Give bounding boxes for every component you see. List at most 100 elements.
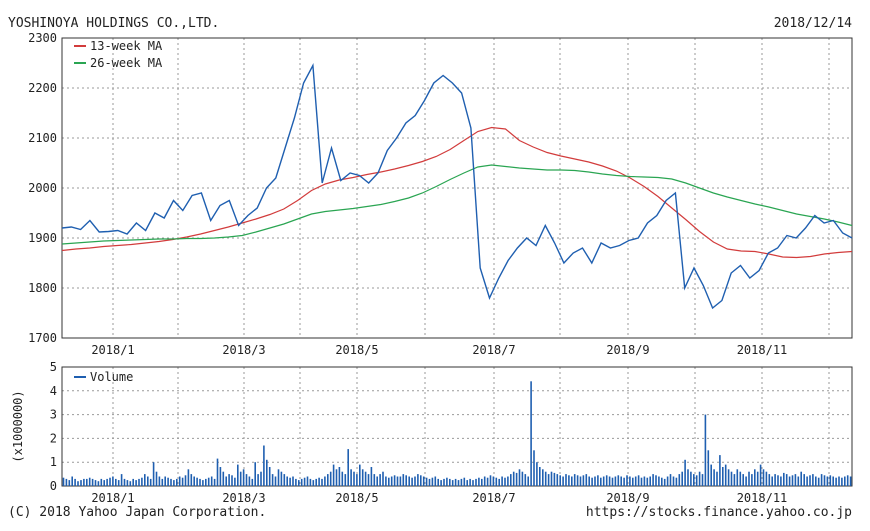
volume-bar bbox=[771, 476, 773, 486]
volume-bar bbox=[571, 476, 573, 486]
volume-bar bbox=[794, 474, 797, 486]
volume-bar bbox=[481, 478, 483, 486]
volume-bar bbox=[815, 476, 817, 486]
volume-bar bbox=[167, 477, 169, 486]
volume-bar bbox=[341, 471, 344, 486]
volume-bar bbox=[411, 477, 413, 486]
volume-bar bbox=[268, 467, 271, 486]
volume-bar bbox=[370, 467, 373, 486]
volume-bar bbox=[704, 414, 707, 486]
volume-bar bbox=[626, 475, 628, 486]
volume-bar bbox=[298, 480, 300, 486]
volume-bar bbox=[518, 469, 521, 486]
volume-bar bbox=[693, 474, 695, 486]
volume-bar bbox=[745, 476, 747, 486]
volume-bar bbox=[65, 478, 68, 486]
volume-bar bbox=[431, 477, 434, 486]
price-x-tick-label: 2018/9 bbox=[606, 343, 649, 357]
volume-bar bbox=[783, 472, 785, 486]
price-y-tick-label: 2000 bbox=[28, 181, 57, 195]
volume-bar bbox=[634, 476, 637, 486]
volume-bar bbox=[832, 476, 834, 486]
volume-bar bbox=[112, 476, 114, 486]
volume-bar bbox=[451, 480, 454, 486]
volume-bar bbox=[454, 478, 457, 486]
volume-bar bbox=[510, 474, 512, 486]
volume-bar bbox=[187, 469, 190, 486]
volume-bar bbox=[690, 471, 692, 486]
volume-bar bbox=[556, 474, 559, 486]
volume-bar bbox=[303, 477, 306, 486]
volume-bar bbox=[117, 480, 120, 486]
volume-bar bbox=[661, 477, 663, 486]
volume-bar bbox=[762, 469, 765, 486]
volume-bar bbox=[152, 462, 155, 486]
volume-bar bbox=[446, 477, 448, 486]
volume-bar bbox=[614, 476, 617, 486]
volume-bar bbox=[335, 469, 338, 486]
volume-bar bbox=[385, 476, 387, 486]
volume-bar bbox=[629, 476, 631, 486]
volume-bar bbox=[353, 471, 355, 486]
ma13-line bbox=[61, 126, 853, 259]
volume-bar bbox=[736, 469, 739, 486]
volume-bar bbox=[443, 478, 445, 486]
volume-bar bbox=[364, 471, 367, 486]
volume-bar bbox=[94, 480, 97, 486]
page-title: YOSHINOYA HOLDINGS CO.,LTD. bbox=[8, 16, 220, 31]
volume-bar bbox=[123, 478, 126, 486]
volume-bar bbox=[681, 471, 683, 486]
volume-bar bbox=[327, 474, 329, 486]
volume-bar bbox=[62, 477, 65, 486]
volume-bar bbox=[483, 476, 486, 486]
volume-bar bbox=[193, 476, 195, 486]
volume-bar bbox=[585, 474, 588, 486]
volume-bar bbox=[460, 478, 463, 486]
volume-bar bbox=[115, 478, 117, 486]
volume-bar bbox=[838, 476, 840, 486]
volume-bar bbox=[663, 478, 666, 486]
volume-bar bbox=[553, 472, 556, 486]
volume-bar bbox=[803, 474, 805, 486]
volume-bar bbox=[727, 469, 730, 486]
volume-bar bbox=[71, 476, 73, 486]
chart-date: 2018/12/14 bbox=[773, 16, 852, 31]
volume-bar bbox=[649, 476, 651, 486]
volume-bar bbox=[756, 471, 759, 486]
volume-bar bbox=[748, 471, 750, 486]
volume-bar bbox=[695, 475, 698, 486]
volume-bar bbox=[835, 477, 837, 486]
volume-bar bbox=[286, 476, 288, 486]
price-x-tick-label: 2018/3 bbox=[222, 343, 265, 357]
volume-bar bbox=[820, 474, 823, 486]
volume-bar bbox=[544, 471, 547, 486]
volume-bar bbox=[457, 480, 460, 486]
volume-bar bbox=[527, 476, 529, 486]
volume-bar bbox=[646, 477, 649, 486]
volume-bar bbox=[388, 477, 390, 486]
volume-bar bbox=[785, 474, 788, 486]
volume-bar bbox=[300, 478, 303, 486]
price-y-tick-label: 1700 bbox=[28, 331, 57, 345]
volume-bar bbox=[507, 476, 509, 486]
volume-bar bbox=[382, 471, 384, 486]
volume-bar bbox=[530, 381, 532, 486]
volume-bar bbox=[605, 475, 608, 486]
volume-bar bbox=[155, 471, 158, 486]
volume-bar bbox=[74, 478, 76, 486]
volume-bar bbox=[777, 475, 779, 486]
volume-bar bbox=[600, 477, 602, 486]
volume-bar bbox=[225, 476, 227, 486]
volume-bar bbox=[283, 474, 286, 486]
volume-bar bbox=[823, 475, 826, 486]
price-y-tick-label: 1800 bbox=[28, 281, 57, 295]
volume-bar bbox=[245, 474, 248, 486]
volume-bar bbox=[260, 471, 262, 486]
volume-bar bbox=[393, 475, 396, 486]
volume-bar bbox=[324, 476, 326, 486]
volume-bar bbox=[422, 476, 425, 486]
volume-y-axis-label: (x1000000) bbox=[11, 390, 25, 462]
volume-bar bbox=[722, 467, 724, 486]
price-x-tick-label: 2018/5 bbox=[335, 343, 378, 357]
